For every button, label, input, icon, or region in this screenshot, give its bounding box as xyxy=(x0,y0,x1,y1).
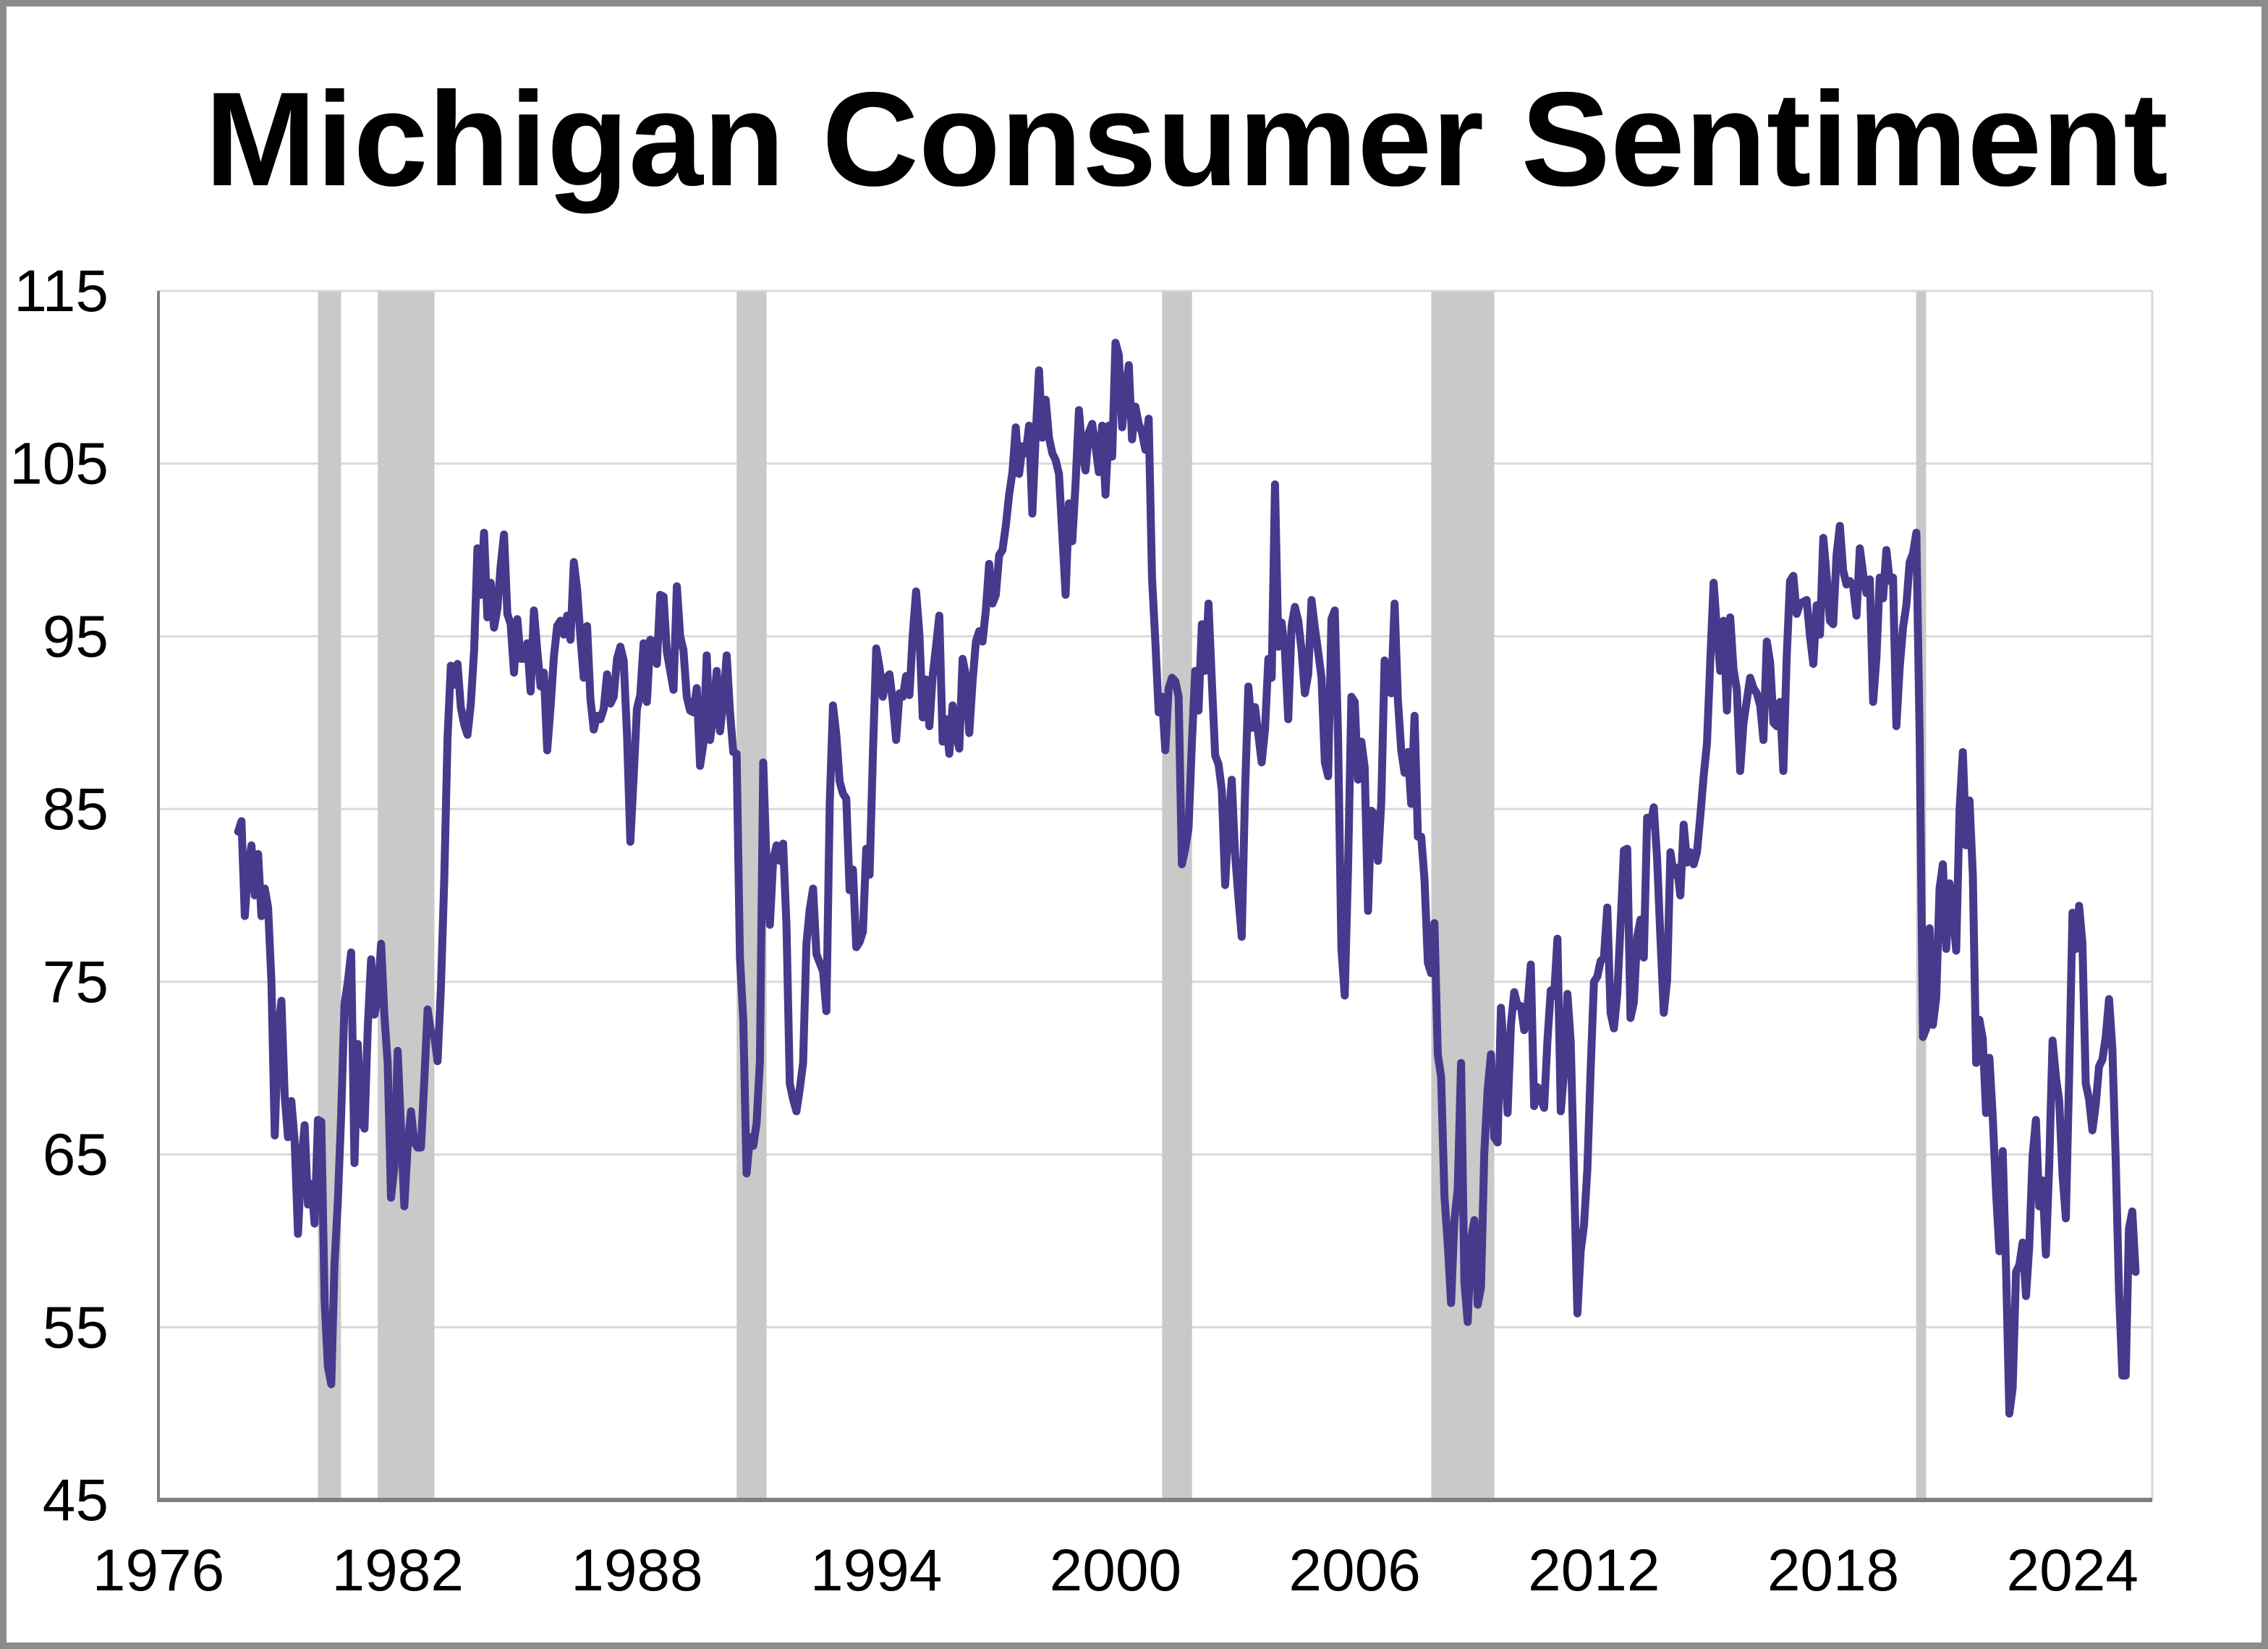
sentiment-line xyxy=(234,339,2140,1418)
y-tick-label-85: 85 xyxy=(43,776,109,842)
x-tick-label-1982: 1982 xyxy=(332,1538,464,1603)
recession-band xyxy=(1431,291,1495,1500)
y-tick-label-65: 65 xyxy=(43,1122,109,1188)
x-axis-labels: 1976 1982 1988 1994 2000 2006 2012 2018 2024 xyxy=(93,1538,2139,1603)
x-tick-label-1994: 1994 xyxy=(810,1538,942,1603)
chart-title: Michigan Consumer Sentiment xyxy=(205,65,2168,214)
y-axis-labels: 45 55 65 75 85 95 105 115 xyxy=(9,258,109,1533)
y-tick-label-55: 55 xyxy=(43,1294,109,1360)
y-tick-label-45: 45 xyxy=(43,1467,109,1533)
x-tick-label-2006: 2006 xyxy=(1288,1538,1420,1603)
y-tick-label-115: 115 xyxy=(14,258,109,324)
y-tick-label-75: 75 xyxy=(43,949,109,1015)
x-tick-label-2000: 2000 xyxy=(1050,1538,1181,1603)
recession-band xyxy=(378,291,435,1500)
x-tick-label-1976: 1976 xyxy=(93,1538,224,1603)
x-tick-label-1988: 1988 xyxy=(571,1538,702,1603)
recession-band xyxy=(1162,291,1192,1500)
x-tick-label-2018: 2018 xyxy=(1767,1538,1899,1603)
recession-bands xyxy=(318,291,1927,1500)
chart-canvas: Michigan Consumer Sentiment 45 55 65 75 85 95… xyxy=(9,65,2168,1603)
y-tick-label-95: 95 xyxy=(43,603,109,669)
x-tick-label-2012: 2012 xyxy=(1528,1538,1660,1603)
plot-borders xyxy=(158,289,2154,1500)
y-tick-label-105: 105 xyxy=(9,431,109,497)
gridlines xyxy=(158,289,2152,1501)
x-tick-label-2024: 2024 xyxy=(2007,1538,2139,1603)
